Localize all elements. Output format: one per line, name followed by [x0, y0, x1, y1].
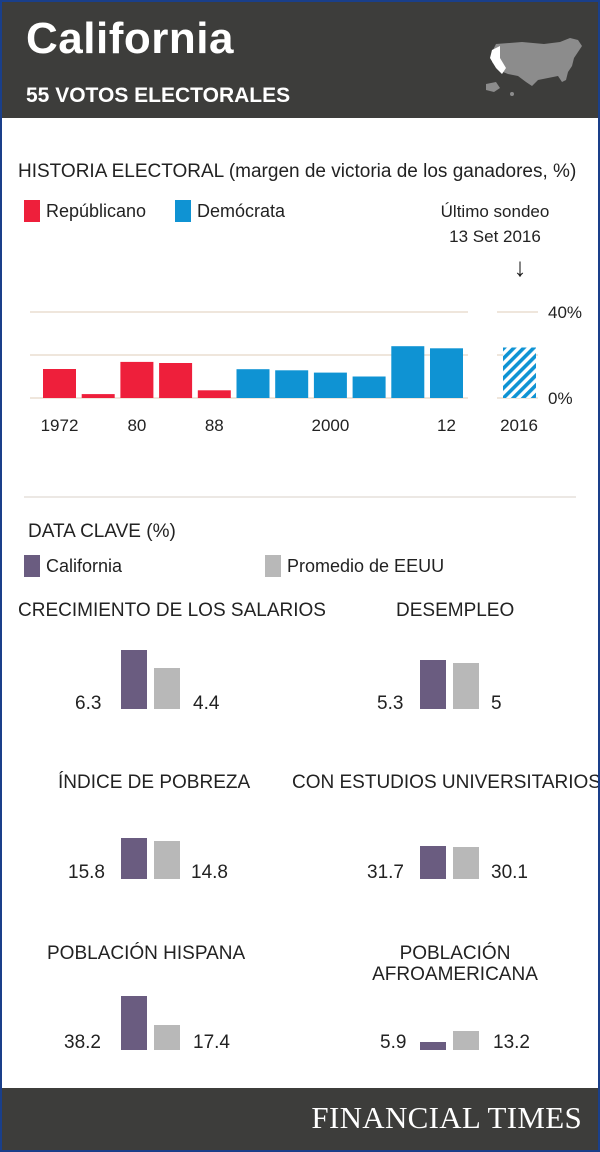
brand-logo: FINANCIAL TIMES [311, 1100, 582, 1135]
poverty-us-value: 14.8 [191, 862, 228, 883]
x-tick-label: 88 [205, 416, 224, 435]
metric-title-hispanic: POBLACIÓN HISPANA [47, 943, 246, 964]
section-divider [24, 496, 576, 498]
history-bar-1980 [120, 361, 154, 398]
history-bar-1972 [43, 369, 76, 398]
history-bar-1976 [81, 394, 115, 398]
democrat-swatch [175, 200, 191, 222]
legend-democrat-label: Demócrata [197, 200, 286, 221]
history-bar-1996 [275, 370, 309, 398]
poll-note-line1: Último sondeo [440, 202, 550, 221]
y-tick-label: 0% [548, 389, 573, 408]
metric-title-african-american-line2: AFROAMERICANA [372, 964, 538, 985]
african-american-california-bar [420, 1041, 446, 1050]
legend-us-average: Promedio de EEUU [265, 555, 444, 577]
history-bar-2000 [313, 372, 347, 398]
page-title: California [26, 14, 234, 63]
poverty-california-value: 15.8 [68, 862, 105, 883]
history-bar-1988 [197, 390, 231, 398]
legend-democrat: Demócrata [175, 200, 285, 222]
legend-us-average-label: Promedio de EEUU [287, 555, 445, 576]
hispanic-us-bar [154, 1025, 180, 1050]
african-american-california-value: 5.9 [380, 1032, 407, 1053]
x-tick-label: 12 [437, 416, 456, 435]
metric-title-african-american-line1: POBLACIÓN [399, 943, 511, 964]
history-bar-2008 [391, 346, 425, 398]
history-bar-1992 [236, 369, 270, 398]
unemployment-california-value: 5.3 [377, 693, 404, 714]
legend-republican: Repúblicano [24, 200, 146, 222]
hispanic-us-value: 17.4 [193, 1032, 230, 1053]
footer: FINANCIAL TIMES [2, 1088, 598, 1150]
college-us-value: 30.1 [491, 862, 528, 883]
x-tick-label: 80 [127, 416, 146, 435]
college-us-bar [453, 847, 479, 879]
republican-swatch [24, 200, 40, 222]
y-tick-label: 40% [548, 303, 582, 322]
legend-california-label: California [46, 555, 123, 576]
metric-title-unemployment: DESEMPLEO [396, 600, 515, 621]
metric-title-poverty: ÍNDICE DE POBREZA [58, 772, 251, 793]
african-american-us-value: 13.2 [493, 1032, 530, 1053]
key-data-title: DATA CLAVE (%) [28, 521, 176, 542]
header: California 55 VOTOS ELECTORALES [2, 2, 598, 118]
poll-note-line2: 13 Set 2016 [449, 227, 541, 246]
poverty-california-bar [121, 837, 147, 879]
wage-growth-california-value: 6.3 [75, 693, 102, 714]
history-chart: 1972 80 88 2000 12 2016 40% 0% [30, 303, 582, 435]
hispanic-california-bar [121, 995, 147, 1050]
unemployment-us-bar [453, 662, 479, 709]
college-california-value: 31.7 [367, 862, 404, 883]
hispanic-california-value: 38.2 [64, 1032, 101, 1053]
unemployment-us-value: 5 [491, 693, 502, 714]
african-american-us-bar [453, 1031, 479, 1050]
metric-title-wage-growth: CRECIMIENTO DE LOS SALARIOS [18, 600, 326, 621]
poverty-us-bar [154, 840, 180, 879]
metric-title-college: CON ESTUDIOS UNIVERSITARIOS [292, 772, 600, 793]
history-bar-1984 [159, 363, 193, 398]
history-bar-poll-2016 [503, 347, 536, 398]
us-map-icon [486, 38, 582, 96]
history-bar-2004 [352, 376, 386, 398]
wage-growth-california-bar [121, 650, 147, 709]
unemployment-california-bar [420, 659, 446, 709]
history-bar-2012 [430, 348, 463, 398]
poll-arrow-icon: ↓ [513, 252, 527, 282]
legend-republican-label: Repúblicano [46, 200, 147, 221]
us-average-swatch [265, 555, 281, 577]
wage-growth-us-bar [154, 668, 180, 709]
x-tick-label: 1972 [41, 416, 79, 435]
x-tick-label: 2000 [311, 416, 349, 435]
page-subtitle: 55 VOTOS ELECTORALES [26, 84, 291, 107]
legend-california: California [24, 555, 122, 577]
x-tick-label-poll: 2016 [500, 416, 538, 435]
college-california-bar [420, 845, 446, 879]
history-title: HISTORIA ELECTORAL (margen de victoria d… [18, 161, 577, 182]
wage-growth-us-value: 4.4 [193, 693, 220, 714]
california-swatch [24, 555, 40, 577]
